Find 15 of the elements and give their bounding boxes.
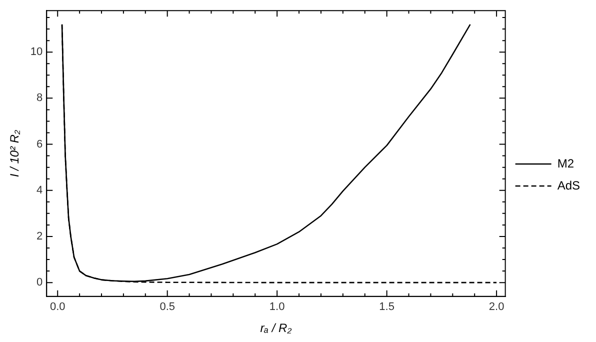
y-tick-label: 4 — [36, 184, 43, 196]
y-axis-title: I / 10² R₂ — [8, 129, 22, 178]
y-tick-label: 6 — [36, 138, 43, 150]
x-tick-label: 0.0 — [50, 301, 66, 314]
y-tick-label: 10 — [30, 46, 43, 58]
x-tick-label: 1.0 — [269, 301, 285, 314]
y-tick-label: 8 — [36, 92, 43, 104]
y-tick-label: 0 — [36, 276, 43, 289]
x-tick-label: 0.5 — [160, 301, 175, 314]
legend-label: M2 — [557, 156, 574, 170]
x-tick-label: 1.5 — [379, 301, 394, 314]
y-tick-label: 2 — [36, 230, 43, 243]
x-axis-title: rₐ / R₂ — [260, 321, 292, 336]
legend-label: AdS — [557, 178, 580, 192]
x-tick-label: 2.0 — [488, 301, 504, 314]
